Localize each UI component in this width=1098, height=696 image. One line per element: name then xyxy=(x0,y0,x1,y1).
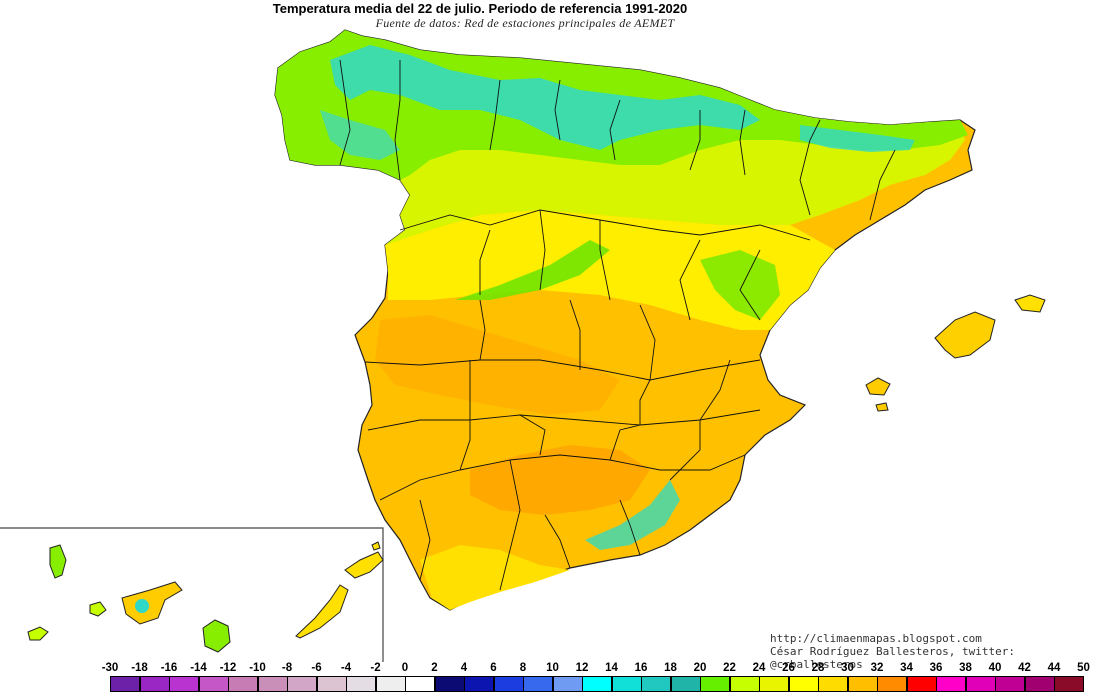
legend-swatch xyxy=(198,676,229,692)
legend-swatch xyxy=(1024,676,1055,692)
map-title: Temperatura media del 22 de julio. Perio… xyxy=(272,1,688,16)
legend-label: 4 xyxy=(460,662,468,674)
tenerife-island xyxy=(121,581,183,625)
gran-canaria-island xyxy=(202,619,231,653)
guadalquivir-hot-zone xyxy=(470,445,650,515)
canary-inset-frame xyxy=(0,527,384,662)
legend-label: 50 xyxy=(1077,662,1090,674)
legend-swatch xyxy=(257,676,288,692)
legend-swatch xyxy=(228,676,258,692)
legend-swatch xyxy=(611,676,642,692)
legend-label: 36 xyxy=(929,662,943,674)
legend-label: 42 xyxy=(1018,662,1031,674)
legend-label: 0 xyxy=(401,662,409,674)
legend-swatch xyxy=(906,676,937,692)
legend-label: 34 xyxy=(900,662,913,674)
map-subtitle: Fuente de datos: Red de estaciones princ… xyxy=(375,16,675,30)
central-plateau-band xyxy=(385,210,835,330)
legend-label: 14 xyxy=(605,662,618,674)
legend-label: 2 xyxy=(431,662,438,674)
formentera-island xyxy=(875,402,889,412)
legend-label: 24 xyxy=(752,662,766,674)
legend-label: 30 xyxy=(841,662,854,674)
legend-swatch xyxy=(818,676,848,692)
legend-swatch xyxy=(788,676,819,692)
legend-swatch xyxy=(1054,676,1084,692)
legend-label: -12 xyxy=(219,662,237,674)
legend-label: -30 xyxy=(101,662,119,674)
legend-swatch xyxy=(287,676,317,692)
legend-label: -14 xyxy=(190,662,207,674)
legend-label: 26 xyxy=(782,662,795,674)
legend-label: 18 xyxy=(664,662,677,674)
legend-label: 10 xyxy=(546,662,559,674)
la-palma-island xyxy=(49,544,67,579)
pyrenees-cool-zone xyxy=(800,125,915,152)
cantabrian-cool-zone xyxy=(330,45,760,150)
legend-label: 32 xyxy=(870,662,884,674)
legend-label: 8 xyxy=(519,662,527,674)
legend-swatch xyxy=(877,676,907,692)
legend-swatch xyxy=(493,676,524,692)
galicia-cool-zone xyxy=(320,110,400,160)
legend-swatch xyxy=(552,676,583,692)
central-system-cool-zone xyxy=(455,240,610,300)
legend-swatch xyxy=(316,676,347,692)
legend-swatch xyxy=(670,676,701,692)
iberian-cool-zone xyxy=(700,250,780,320)
legend-label: 16 xyxy=(634,662,648,674)
legend-label: 40 xyxy=(988,662,1002,674)
legend-swatch xyxy=(405,676,435,692)
el-hierro-island xyxy=(27,626,49,641)
legend-label: 6 xyxy=(490,662,497,674)
legend-swatch xyxy=(169,676,199,692)
legend-swatch xyxy=(110,676,140,692)
legend-swatch xyxy=(346,676,376,692)
legend-swatch xyxy=(523,676,553,692)
betic-cool-zone xyxy=(585,480,680,550)
legend-swatch xyxy=(434,676,465,692)
credit-url: http://climaenmapas.blogspot.com xyxy=(770,632,982,645)
la-gomera-island xyxy=(89,601,107,617)
southwest-yellow-zone xyxy=(420,545,570,610)
legend-label: -4 xyxy=(340,662,352,674)
legend-label: -8 xyxy=(281,662,293,674)
legend-swatch xyxy=(582,676,612,692)
fuerteventura-island xyxy=(295,584,349,639)
legend-label: 20 xyxy=(693,662,707,674)
ibiza-island xyxy=(865,377,891,396)
legend-label: 38 xyxy=(959,662,972,674)
legend-label: -18 xyxy=(131,662,148,674)
menorca-island xyxy=(1014,294,1046,313)
legend-label: 22 xyxy=(723,662,736,674)
legend-swatch xyxy=(641,676,671,692)
legend-swatch xyxy=(965,676,996,692)
legend-swatch xyxy=(139,676,170,692)
mallorca-island xyxy=(934,311,996,359)
legend-swatch xyxy=(995,676,1025,692)
credit-author: César Rodríguez Ballesteros, twitter: @c… xyxy=(770,645,1016,671)
legend-label: -16 xyxy=(160,662,178,674)
legend-label: -10 xyxy=(249,662,266,674)
legend-swatch xyxy=(729,676,760,692)
legend-swatch xyxy=(375,676,406,692)
teide-cool-spot xyxy=(135,599,149,613)
legend-swatch xyxy=(847,676,878,692)
legend-label: -6 xyxy=(311,662,322,674)
legend-label: -2 xyxy=(370,662,381,674)
province-boundaries xyxy=(339,59,896,591)
legend-label: 44 xyxy=(1047,662,1061,674)
lanzarote-island xyxy=(344,551,384,579)
legend-swatch xyxy=(700,676,730,692)
legend-swatch xyxy=(936,676,966,692)
legend-swatch xyxy=(464,676,494,692)
guadiana-hot-zone xyxy=(375,315,620,415)
graciosa-island xyxy=(371,541,381,551)
legend-swatch xyxy=(759,676,789,692)
legend-label: 28 xyxy=(811,662,825,674)
legend-label: 12 xyxy=(575,662,589,674)
